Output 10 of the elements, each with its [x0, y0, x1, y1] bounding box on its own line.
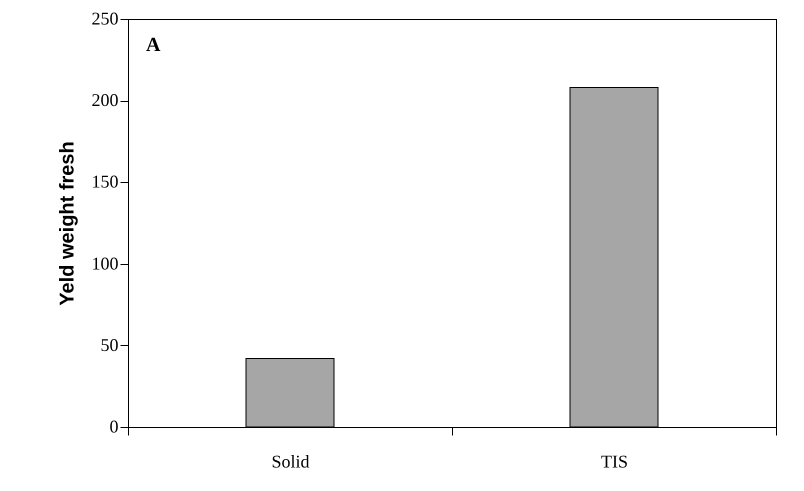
- x-tick-label: Solid: [271, 452, 310, 472]
- y-tick-label: 250: [92, 8, 118, 28]
- annotation: A: [146, 34, 161, 56]
- y-tick-label: 200: [92, 90, 118, 110]
- y-tick-label: 0: [110, 416, 118, 436]
- y-tick-label: 150: [92, 172, 118, 192]
- y-tick-label: 100: [92, 253, 118, 274]
- x-tick-label: TIS: [601, 452, 628, 472]
- y-tick-label: 50: [100, 334, 118, 355]
- y-axis-title: Yeld weight fresh: [56, 141, 78, 306]
